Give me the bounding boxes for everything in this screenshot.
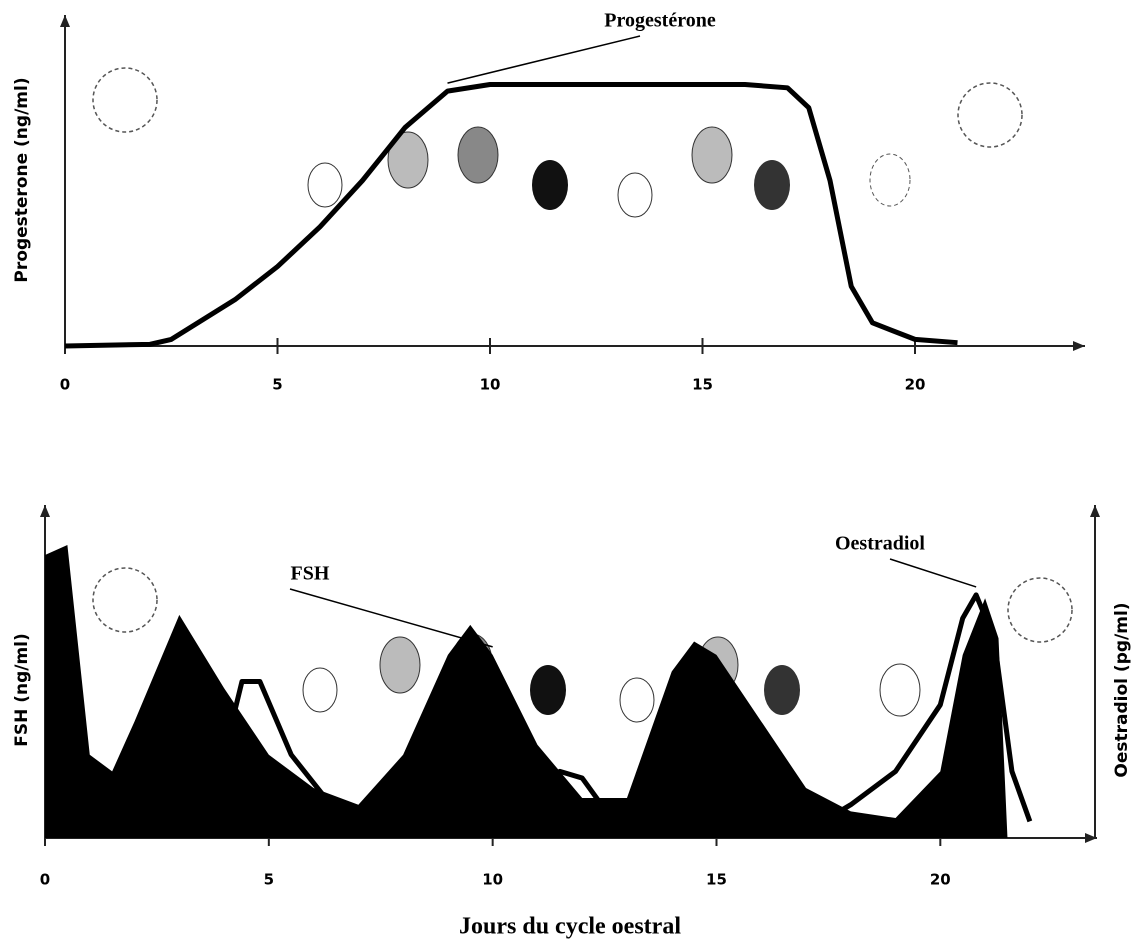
label-pointer [889, 558, 977, 588]
x-tick-label: 15 [706, 871, 727, 889]
y-axis-label: Progesterone (ng/ml) [12, 77, 32, 282]
x-tick-label: 5 [272, 376, 282, 394]
label-pointer [289, 588, 493, 648]
series-label: Oestradiol [835, 533, 925, 555]
series-label: Progestérone [604, 10, 716, 32]
x-tick-label: 10 [482, 871, 503, 889]
area [45, 544, 1008, 838]
x-tick-label: 5 [264, 871, 274, 889]
x-axis-arrow [1073, 341, 1085, 351]
y-axis-arrow [60, 15, 70, 27]
series-label: FSH [291, 563, 330, 585]
x-axis-arrow [1085, 833, 1097, 843]
label-pointer [447, 35, 641, 84]
line [221, 592, 1033, 838]
y2-axis-arrow [1090, 505, 1100, 517]
follicle-decoration [92, 67, 1073, 723]
x-tick-label: 20 [930, 871, 951, 889]
y-axis-label: FSH (ng/ml) [12, 633, 32, 747]
x-tick-label: 10 [480, 376, 501, 394]
y2-axis-label: Oestradiol (pg/ml) [1112, 602, 1132, 777]
x-tick-label: 15 [692, 376, 713, 394]
x-tick-label: 0 [60, 376, 70, 394]
line [64, 82, 958, 349]
x-tick-label: 20 [905, 376, 926, 394]
x-axis-label: Jours du cycle oestral [459, 914, 681, 940]
x-tick-label: 0 [40, 871, 50, 889]
y-axis-arrow [40, 505, 50, 517]
